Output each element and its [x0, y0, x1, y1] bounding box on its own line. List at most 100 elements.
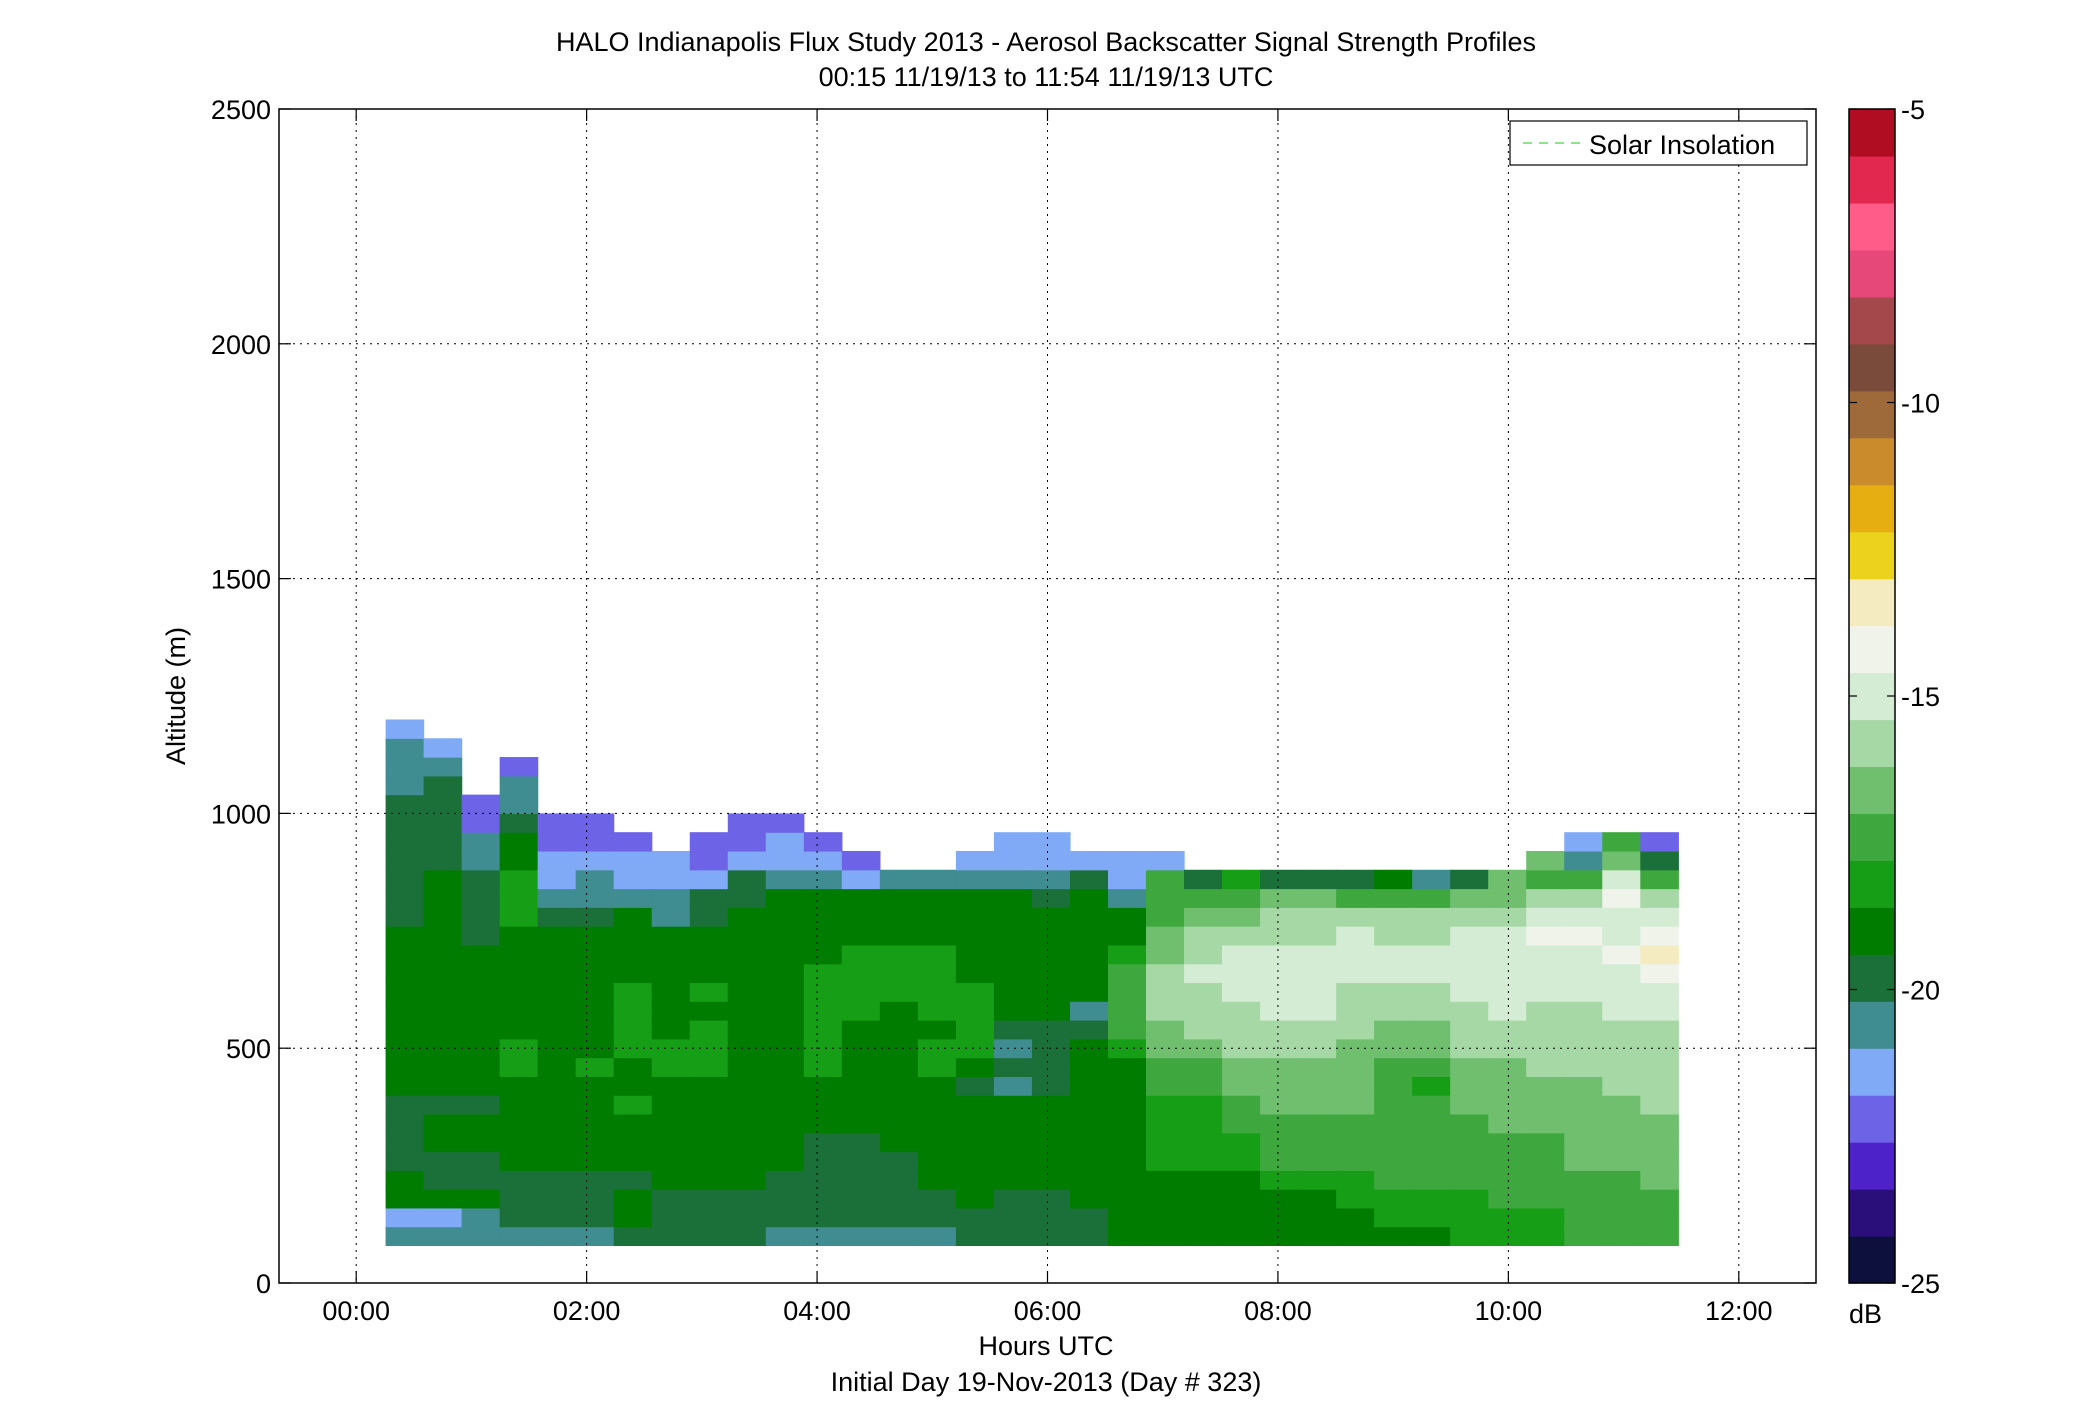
heatmap-cell	[1298, 982, 1337, 1002]
heatmap-cell	[1564, 907, 1603, 927]
colorbar: -25 -20 -15 -10 -5 dB	[1848, 95, 1940, 1329]
heatmap-cell	[1374, 1057, 1413, 1077]
heatmap-cell	[1298, 963, 1337, 984]
heatmap-cell	[385, 1226, 425, 1247]
heatmap-cell	[537, 926, 577, 946]
heatmap-cell	[1069, 982, 1109, 1002]
heatmap-cell	[1412, 1226, 1451, 1247]
heatmap-cell	[1564, 1151, 1603, 1171]
heatmap-cell	[727, 888, 767, 908]
heatmap-cell	[1488, 1038, 1527, 1059]
heatmap-cell	[1298, 1170, 1337, 1190]
heatmap-cell	[727, 1001, 767, 1021]
heatmap-cell	[1450, 963, 1489, 984]
heatmap-cell	[537, 1095, 577, 1115]
heatmap-cell	[1222, 1038, 1261, 1059]
colorbar-swatch	[1849, 1001, 1895, 1049]
heatmap-cell	[461, 850, 501, 871]
heatmap-cell	[1146, 1001, 1185, 1021]
heatmap-cell	[1146, 982, 1185, 1002]
heatmap-cell	[841, 1113, 881, 1134]
heatmap-cell	[499, 757, 539, 777]
colorbar-swatch	[1849, 907, 1895, 955]
heatmap-cell	[651, 869, 691, 890]
heatmap-cell	[1107, 1226, 1147, 1247]
heatmap-cell	[1412, 869, 1451, 890]
heatmap-cell	[385, 1207, 425, 1228]
heatmap-cell	[1450, 1189, 1489, 1209]
heatmap-cell	[537, 1170, 577, 1190]
heatmap-cell	[765, 832, 805, 852]
heatmap-cell	[385, 757, 425, 777]
heatmap-cell	[1526, 1151, 1565, 1171]
heatmap-cell	[1298, 1226, 1337, 1247]
heatmap-cell	[423, 1189, 463, 1209]
heatmap-cell	[1260, 907, 1299, 927]
heatmap-cell	[1260, 1207, 1299, 1228]
heatmap-cell	[689, 907, 729, 927]
heatmap-cell	[1374, 1095, 1413, 1115]
heatmap-cell	[955, 1020, 995, 1040]
heatmap-cell	[1488, 1095, 1527, 1115]
heatmap-cell	[689, 1001, 729, 1021]
heatmap-cell	[917, 1113, 957, 1134]
heatmap-cell	[461, 1020, 501, 1040]
heatmap-cell	[1222, 926, 1261, 946]
heatmap-cell	[841, 1095, 881, 1115]
heatmap-cell	[1526, 888, 1565, 908]
heatmap-cell	[613, 1132, 653, 1153]
heatmap-cell	[803, 1020, 843, 1040]
heatmap-cell	[613, 832, 653, 852]
heatmap-cell	[575, 813, 615, 833]
heatmap-cell	[879, 907, 919, 927]
heatmap-cell	[499, 869, 539, 890]
heatmap-cell	[1526, 1095, 1565, 1115]
heatmap-cell	[803, 832, 843, 852]
heatmap-cell	[1298, 869, 1337, 890]
heatmap-cell	[1412, 963, 1451, 984]
heatmap-cell	[1412, 1057, 1451, 1077]
heatmap-cell	[803, 888, 843, 908]
heatmap-cell	[1412, 1113, 1451, 1134]
heatmap-cell	[1488, 926, 1527, 946]
heatmap-cell	[1107, 869, 1147, 890]
heatmap-cell	[1640, 1095, 1679, 1115]
heatmap-cell	[765, 1151, 805, 1171]
heatmap-cell	[1412, 982, 1451, 1002]
heatmap-cell	[651, 1076, 691, 1096]
heatmap-cell	[1526, 907, 1565, 927]
heatmap-cell	[499, 1057, 539, 1077]
heatmap-cell	[423, 1001, 463, 1021]
y-tick-label: 1500	[211, 565, 271, 595]
x-axis-sublabel: Initial Day 19-Nov-2013 (Day # 323)	[831, 1367, 1262, 1397]
heatmap-cell	[1640, 1151, 1679, 1171]
heatmap-cell	[613, 1095, 653, 1115]
heatmap-cell	[1184, 1113, 1223, 1134]
heatmap-cell	[385, 926, 425, 946]
heatmap-cell	[1412, 1189, 1451, 1209]
heatmap-cell	[461, 794, 501, 814]
heatmap-cell	[1564, 926, 1603, 946]
heatmap-cell	[841, 888, 881, 908]
chart-title: HALO Indianapolis Flux Study 2013 - Aero…	[556, 27, 1536, 57]
heatmap-cell	[1526, 1113, 1565, 1134]
heatmap-cell	[1222, 1057, 1261, 1077]
heatmap-cell	[727, 1113, 767, 1134]
heatmap-cell	[499, 1001, 539, 1021]
legend-label-solar-insolation: Solar Insolation	[1589, 130, 1775, 160]
x-axis: 00:00 02:00 04:00 06:00 08:00 10:00 12:00	[322, 109, 1773, 1326]
heatmap-cell	[1602, 1113, 1641, 1134]
heatmap-cell	[651, 1151, 691, 1171]
heatmap-cell	[1184, 888, 1223, 908]
colorbar-swatch	[1849, 437, 1895, 486]
heatmap-cell	[1602, 1226, 1641, 1247]
heatmap-cell	[1146, 1151, 1185, 1171]
heatmap-cell	[423, 738, 463, 758]
heatmap-cell	[385, 832, 425, 852]
heatmap-cell	[917, 1207, 957, 1228]
heatmap-cell	[1107, 1170, 1147, 1190]
heatmap-cell	[1031, 963, 1071, 984]
colorbar-swatch	[1849, 1048, 1895, 1096]
heatmap-cell	[651, 944, 691, 965]
heatmap-cell	[1450, 1170, 1489, 1190]
